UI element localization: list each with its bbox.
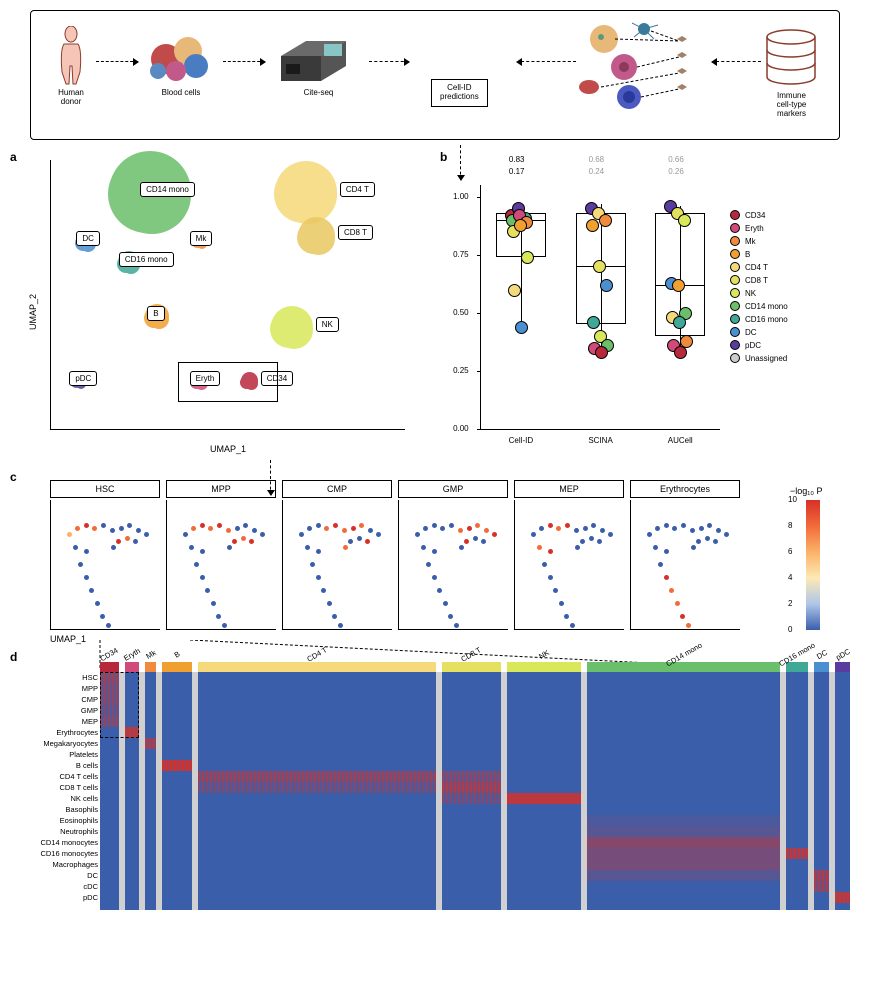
workflow-box: Humandonor Blood cells Cite-seq Cell-IDp… xyxy=(30,10,840,140)
hm-row-Megakaryocytes: Megakaryocytes xyxy=(10,738,98,749)
hm-col-bar-NK xyxy=(507,662,581,672)
sm-panel-HSC xyxy=(50,500,160,630)
hm-row-NK-cells: NK cells xyxy=(10,793,98,804)
hm-row-Eosinophils: Eosinophils xyxy=(10,815,98,826)
legend-item-CD8-T: CD8 T xyxy=(730,275,860,285)
legend-item-CD14-mono: CD14 mono xyxy=(730,301,860,311)
hm-row-Platelets: Platelets xyxy=(10,749,98,760)
legend-item-CD4-T: CD4 T xyxy=(730,262,860,272)
blood-cells: Blood cells xyxy=(146,31,216,97)
legend-item-DC: DC xyxy=(730,327,860,337)
sm-title-CMP: CMP xyxy=(282,480,392,498)
hm-row-cDC: cDC xyxy=(10,881,98,892)
cd34-sub-box xyxy=(178,362,277,402)
sm-title-MPP: MPP xyxy=(166,480,276,498)
sm-title-Erythrocytes: Erythrocytes xyxy=(630,480,740,498)
hm-highlight-box xyxy=(100,672,139,738)
hm-col-bar-CD4-T xyxy=(198,662,436,672)
legend-item-Eryth: Eryth xyxy=(730,223,860,233)
hm-row-Neutrophils: Neutrophils xyxy=(10,826,98,837)
legend-item-B: B xyxy=(730,249,860,259)
legend-item-NK: NK xyxy=(730,288,860,298)
cluster-CD8-T xyxy=(299,218,334,253)
cluster-label-NK: NK xyxy=(316,317,339,332)
panel-a-umap: UMAP_2 UMAP_1 CD14 mono CD4 T CD8 T Mk DC CD1… xyxy=(10,150,425,460)
sm-title-HSC: HSC xyxy=(50,480,160,498)
hm-col-bar-CD34 xyxy=(100,662,119,672)
cite-seq-label: Cite-seq xyxy=(276,88,361,97)
cluster-label-CD16-mono: CD16 mono xyxy=(119,252,174,267)
hm-row-Erythrocytes: Erythrocytes xyxy=(10,727,98,738)
hm-row-DC: DC xyxy=(10,870,98,881)
hm-col-bar-B xyxy=(162,662,192,672)
panel-b-boxplot: 0.000.250.500.751.000.830.17Cell-ID0.680… xyxy=(435,150,860,460)
hm-row-B-cells: B cells xyxy=(10,760,98,771)
legend-item-CD34: CD34 xyxy=(730,210,860,220)
legend-item-Mk: Mk xyxy=(730,236,860,246)
cite-seq: Cite-seq xyxy=(276,26,361,97)
cell-id-predictions-box: Cell-IDpredictions xyxy=(431,79,488,107)
legend-item-Unassigned: Unassigned xyxy=(730,353,860,363)
human-donor-label: Humandonor xyxy=(56,88,86,106)
hm-row-HSC: HSC xyxy=(10,672,98,683)
cluster-label-CD8-T: CD8 T xyxy=(338,225,373,240)
hm-row-CMP: CMP xyxy=(10,694,98,705)
hm-row-pDC: pDC xyxy=(10,892,98,903)
blood-cells-label: Blood cells xyxy=(146,88,216,97)
hm-row-GMP: GMP xyxy=(10,705,98,716)
cluster-label-pDC: pDC xyxy=(69,371,97,386)
sm-panel-MEP xyxy=(514,500,624,630)
hm-col-bar-Eryth xyxy=(125,662,140,672)
cluster-label-CD4-T: CD4 T xyxy=(340,182,375,197)
sm-title-MEP: MEP xyxy=(514,480,624,498)
panel-c: c HSCMPPCMPGMPMEPErythrocytes UMAP_1 −lo… xyxy=(10,480,860,630)
human-donor: Humandonor xyxy=(56,26,86,106)
database-label: Immunecell-typemarkers xyxy=(764,91,819,118)
cluster-NK xyxy=(272,307,312,347)
sm-title-GMP: GMP xyxy=(398,480,508,498)
database-icon: Immunecell-typemarkers xyxy=(764,29,819,118)
cluster-CD4-T xyxy=(276,162,336,222)
hm-row-MEP: MEP xyxy=(10,716,98,727)
hm-row-CD16-monocytes: CD16 monocytes xyxy=(10,848,98,859)
hm-col-bar-DC xyxy=(814,662,829,672)
cluster-label-CD14-mono: CD14 mono xyxy=(140,182,195,197)
umap-xlabel: UMAP_1 xyxy=(210,444,246,454)
hm-col-bar-pDC xyxy=(835,662,850,672)
hm-row-Macrophages: Macrophages xyxy=(10,859,98,870)
hm-col-bar-CD8-T xyxy=(442,662,501,672)
cluster-label-B: B xyxy=(147,306,164,321)
hm-row-CD4-T-cells: CD4 T cells xyxy=(10,771,98,782)
panel-d: d HSCMPPCMPGMPMEPErythrocytesMegakaryocy… xyxy=(10,650,860,910)
legend-item-CD16-mono: CD16 mono xyxy=(730,314,860,324)
sm-panel-CMP xyxy=(282,500,392,630)
panel-d-letter: d xyxy=(10,650,17,664)
hm-row-MPP: MPP xyxy=(10,683,98,694)
immune-cells-icons xyxy=(579,19,689,109)
hm-col-bar-Mk xyxy=(145,662,156,672)
cluster-label-Mk: Mk xyxy=(190,231,213,246)
hm-row-Basophils: Basophils xyxy=(10,804,98,815)
legend-item-pDC: pDC xyxy=(730,340,860,350)
sm-panel-Erythrocytes xyxy=(630,500,740,630)
hm-row-CD14-monocytes: CD14 monocytes xyxy=(10,837,98,848)
hm-row-CD8-T-cells: CD8 T cells xyxy=(10,782,98,793)
umap-ylabel: UMAP_2 xyxy=(28,294,38,330)
cluster-label-DC: DC xyxy=(76,231,100,246)
sm-panel-MPP xyxy=(166,500,276,630)
sm-panel-GMP xyxy=(398,500,508,630)
hm-col-bar-CD14-mono xyxy=(587,662,780,672)
panel-c-letter: c xyxy=(10,470,17,484)
cell-id-predictions-label: Cell-IDpredictions xyxy=(440,83,479,101)
